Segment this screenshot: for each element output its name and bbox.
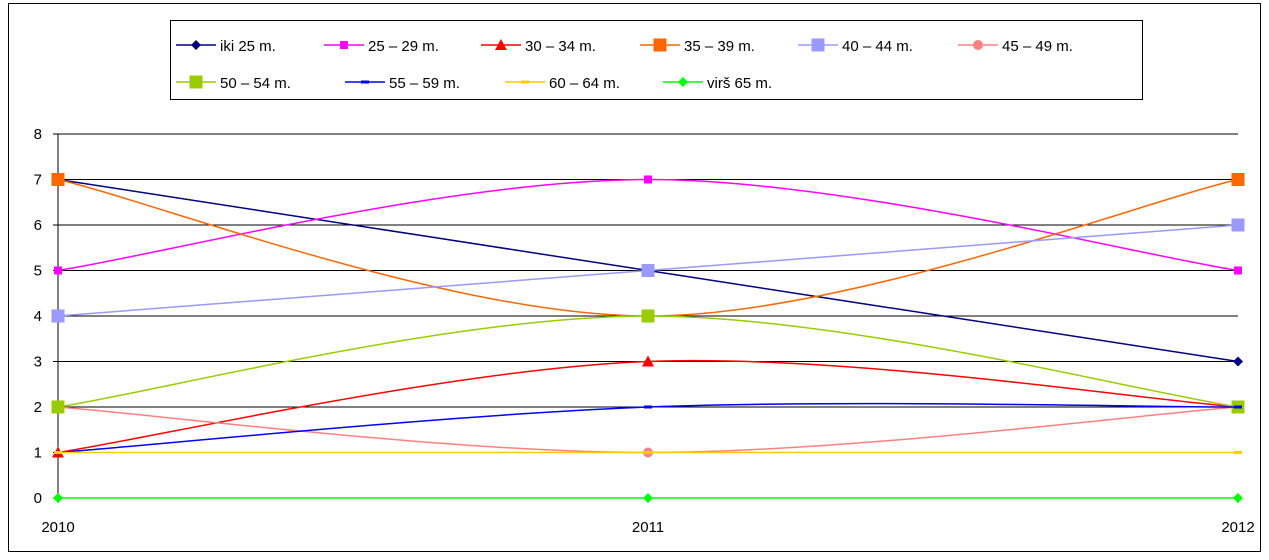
data-point [1231,218,1245,232]
legend-item: 30 – 34 m. [481,38,596,55]
series-4 [51,218,1245,323]
legend-marker [340,41,348,49]
data-point [51,400,65,414]
legend-label: iki 25 m. [220,38,276,55]
data-point [1231,173,1245,186]
x-tick-label: 2011 [632,519,664,536]
legend-item: 40 – 44 m. [798,38,913,55]
data-point [642,355,654,367]
data-point [54,451,62,454]
legend-label: 35 – 39 m. [684,38,755,55]
legend: iki 25 m. 25 – 29 m. 30 – 34 m. 35 – 39 m. 4… [170,20,1143,100]
data-point [1234,405,1242,409]
legend-label: 50 – 54 m. [220,75,291,92]
legend-marker [189,75,203,89]
legend-label: 40 – 44 m. [842,38,913,55]
plot-area [51,173,1245,503]
data-point [644,175,652,184]
legend-marker [811,38,825,52]
legend-marker [653,38,667,52]
data-point [644,405,652,409]
legend-item: 50 – 54 m. [176,75,291,92]
y-tick-label: 8 [34,126,42,143]
data-point [1234,451,1242,454]
series-8 [54,451,1242,454]
legend-item: iki 25 m. [176,38,276,55]
legend-item: virš 65 m. [663,75,772,92]
legend-marker [191,40,201,50]
series-1 [54,175,1242,275]
axes: 0 1 2 3 4 5 6 7 8 2010 2011 2012 [34,126,1255,536]
legend-item: 45 – 49 m. [958,38,1073,55]
data-point [641,309,655,323]
legend-item: 60 – 64 m. [505,75,620,92]
series-9 [53,493,1243,503]
data-point [643,493,653,503]
legend-label: 25 – 29 m. [368,38,439,55]
y-tick-label: 3 [34,354,42,371]
y-tick-label: 7 [34,172,42,189]
data-point [51,173,65,186]
legend-marker [678,77,688,87]
legend-label: 55 – 59 m. [389,75,460,92]
legend-item: 35 – 39 m. [640,38,755,55]
x-tick-label: 2012 [1221,519,1254,536]
y-tick-label: 4 [34,308,42,325]
data-point [1233,493,1243,503]
legend-marker [495,39,507,50]
legend-marker [361,80,369,84]
y-tick-label: 0 [34,490,42,507]
data-point [54,266,62,275]
y-tick-label: 2 [34,399,42,416]
legend-marker [521,80,529,84]
data-point [644,451,652,454]
legend-label: 45 – 49 m. [1002,38,1073,55]
data-point [1233,356,1243,367]
legend-item: 55 – 59 m. [345,75,460,92]
data-point [641,264,655,277]
data-point [1234,266,1242,275]
y-tick-label: 1 [34,445,42,462]
y-tick-label: 6 [34,217,42,234]
legend-item: 25 – 29 m. [324,38,439,55]
y-tick-label: 5 [34,263,42,280]
data-point [51,309,65,323]
legend-label: 30 – 34 m. [525,38,596,55]
legend-box [170,20,1143,100]
legend-label: 60 – 64 m. [549,75,620,92]
legend-label: virš 65 m. [707,75,772,92]
legend-marker [973,40,983,50]
x-tick-label: 2010 [41,519,74,536]
data-point [53,493,63,503]
